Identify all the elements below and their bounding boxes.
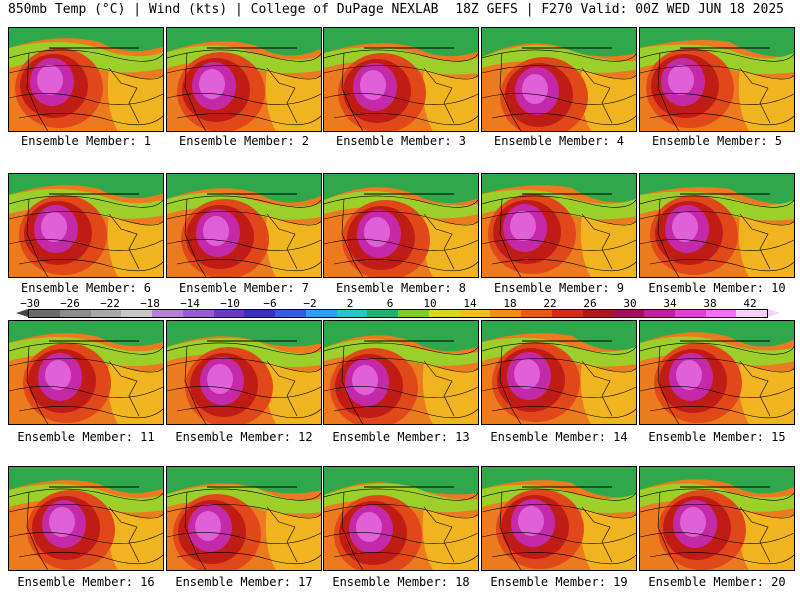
ensemble-map-panel	[8, 320, 164, 425]
colorbar-tick-label: 26	[583, 297, 597, 310]
colorbar-low-arrow	[16, 309, 28, 317]
ensemble-map-panel	[8, 27, 164, 132]
ensemble-member-caption: Ensemble Member: 13	[332, 430, 470, 444]
colorbar-cell	[213, 310, 245, 317]
ensemble-member-caption: Ensemble Member: 9	[493, 281, 625, 295]
ensemble-member-caption: Ensemble Member: 17	[175, 575, 313, 589]
ensemble-map-panel	[639, 173, 795, 278]
colorbar-tick-label: 42	[743, 297, 757, 310]
ensemble-member-caption: Ensemble Member: 5	[651, 134, 783, 148]
colorbar-cell	[428, 310, 460, 317]
ensemble-map-panel	[166, 320, 322, 425]
colorbar-cell	[121, 310, 152, 317]
ensemble-member-caption: Ensemble Member: 3	[335, 134, 467, 148]
ensemble-member-caption: Ensemble Member: 20	[648, 575, 786, 589]
colorbar-cell	[613, 310, 644, 317]
ensemble-map-panel	[323, 173, 479, 278]
ensemble-map-panel	[481, 466, 637, 571]
colorbar-cell	[336, 310, 368, 317]
ensemble-map-panel	[166, 466, 322, 571]
ensemble-map-panel	[323, 466, 479, 571]
color-scale-legend: −30 −26 −22 −18 −14 −10 −6 −2 2 6 10 14 18 22 26 30 34 38…	[8, 297, 788, 319]
colorbar-cell	[367, 310, 398, 317]
colorbar-cell	[551, 310, 583, 317]
ensemble-map-panel	[481, 173, 637, 278]
colorbar-cell	[305, 310, 337, 317]
colorbar-tick-label: 18	[503, 297, 517, 310]
colorbar-high-arrow	[768, 309, 780, 317]
ensemble-map-panel	[639, 320, 795, 425]
ensemble-map-panel	[323, 27, 479, 132]
colorbar-tick-label: −30	[20, 297, 40, 310]
ensemble-map-panel	[166, 173, 322, 278]
run-info: 18Z GEFS | F270 Valid: 00Z WED JUN 18 20…	[455, 2, 784, 17]
colorbar-cell	[29, 310, 60, 317]
ensemble-map-panel	[8, 466, 164, 571]
colorbar-tick-label: −18	[140, 297, 160, 310]
colorbar-tick-label: −10	[220, 297, 240, 310]
ensemble-member-caption: Ensemble Member: 2	[178, 134, 310, 148]
colorbar-cell	[90, 310, 122, 317]
colorbar-tick-label: 6	[386, 297, 394, 310]
colorbar-cell	[59, 310, 91, 317]
colorbar-tick-label: 30	[623, 297, 637, 310]
colorbar-cell	[398, 310, 429, 317]
colorbar-tick-label: 14	[463, 297, 477, 310]
colorbar-cell	[521, 310, 552, 317]
ensemble-member-caption: Ensemble Member: 7	[178, 281, 310, 295]
colorbar-cell	[490, 310, 521, 317]
ensemble-member-caption: Ensemble Member: 11	[17, 430, 155, 444]
colorbar-cell	[152, 310, 183, 317]
colorbar-tick-label: 22	[543, 297, 557, 310]
ensemble-map-panel	[8, 173, 164, 278]
colorbar-tick-label: −6	[263, 297, 277, 310]
colorbar-tick-label: 10	[423, 297, 437, 310]
colorbar-tick-label: −14	[180, 297, 200, 310]
colorbar-cell	[182, 310, 214, 317]
chart-title: 850mb Temp (°C) | Wind (kts) | College o…	[8, 2, 439, 17]
ensemble-member-caption: Ensemble Member: 1	[20, 134, 152, 148]
ensemble-map-panel	[166, 27, 322, 132]
colorbar-cell	[674, 310, 706, 317]
ensemble-member-caption: Ensemble Member: 18	[332, 575, 470, 589]
ensemble-member-caption: Ensemble Member: 10	[648, 281, 786, 295]
colorbar-tick-label: 2	[346, 297, 354, 310]
colorbar-cell	[644, 310, 675, 317]
ensemble-member-caption: Ensemble Member: 4	[493, 134, 625, 148]
colorbar-tick-label: 34	[663, 297, 677, 310]
ensemble-map-panel	[639, 27, 795, 132]
ensemble-map-panel	[481, 27, 637, 132]
colorbar-tick-label: −26	[60, 297, 80, 310]
ensemble-member-caption: Ensemble Member: 15	[648, 430, 786, 444]
colorbar-cell	[582, 310, 614, 317]
colorbar-tick-label: 38	[703, 297, 717, 310]
colorbar-cell	[705, 310, 737, 317]
colorbar-cell	[275, 310, 306, 317]
ensemble-member-caption: Ensemble Member: 6	[20, 281, 152, 295]
ensemble-map-panel	[323, 320, 479, 425]
ensemble-map-panel	[639, 466, 795, 571]
colorbar-tick-label: −22	[100, 297, 120, 310]
colorbar-cell	[459, 310, 491, 317]
ensemble-member-caption: Ensemble Member: 12	[175, 430, 313, 444]
ensemble-member-caption: Ensemble Member: 8	[335, 281, 467, 295]
ensemble-map-panel	[481, 320, 637, 425]
colorbar-tick-label: −2	[303, 297, 317, 310]
ensemble-member-caption: Ensemble Member: 19	[490, 575, 628, 589]
ensemble-member-caption: Ensemble Member: 16	[17, 575, 155, 589]
colorbar-strip	[28, 309, 768, 318]
colorbar-cell	[736, 310, 767, 317]
colorbar-cell	[244, 310, 275, 317]
ensemble-member-caption: Ensemble Member: 14	[490, 430, 628, 444]
